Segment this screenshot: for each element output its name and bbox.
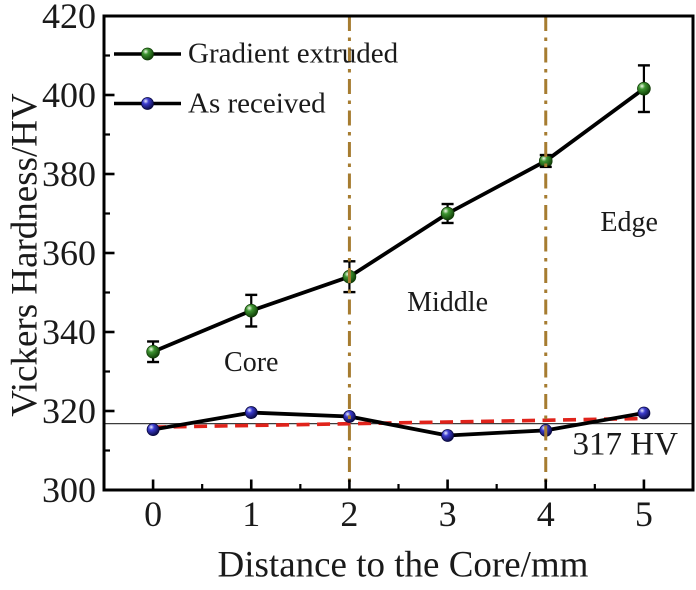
x-axis-title: Distance to the Core/mm [217, 544, 589, 586]
y-tick-label-420: 420 [42, 0, 96, 36]
data-point-as-received [146, 423, 160, 436]
y-tick-label-360: 360 [42, 233, 96, 273]
legend-label-as-received: As received [188, 87, 326, 119]
data-point-gradient-extruded [244, 303, 259, 318]
y-tick-label-320: 320 [42, 391, 96, 431]
data-point-gradient-extruded [637, 81, 651, 96]
x-tick-label-4: 4 [536, 494, 555, 534]
y-tick-label-300: 300 [42, 470, 96, 510]
data-point-as-received [637, 406, 651, 420]
series-line-0 [152, 87, 646, 354]
legend-marker-0 [141, 47, 154, 61]
x-tick-label-5: 5 [634, 494, 653, 534]
annotation-core: Core [224, 346, 279, 378]
data-point-as-received [441, 429, 454, 442]
x-tick-label-0: 0 [144, 494, 163, 534]
y-tick-label-400: 400 [42, 75, 96, 115]
annotation-edge: Edge [600, 207, 658, 239]
series-line-1 [152, 410, 645, 438]
data-point-as-received [244, 406, 258, 419]
x-tick-label-1: 1 [242, 494, 261, 534]
y-tick-label-380: 380 [42, 154, 96, 194]
data-point-gradient-extruded [146, 344, 160, 359]
x-tick-label-2: 2 [340, 494, 359, 534]
reference-line-label: 317 HV [572, 426, 678, 463]
legend-label-gradient-extruded: Gradient extruded [188, 37, 399, 70]
y-tick-label-340: 340 [42, 312, 96, 352]
data-point-gradient-extruded [440, 206, 455, 221]
x-tick-label-3: 3 [438, 494, 457, 534]
annotation-middle: Middle [407, 287, 489, 319]
legend-marker-1 [141, 97, 154, 110]
